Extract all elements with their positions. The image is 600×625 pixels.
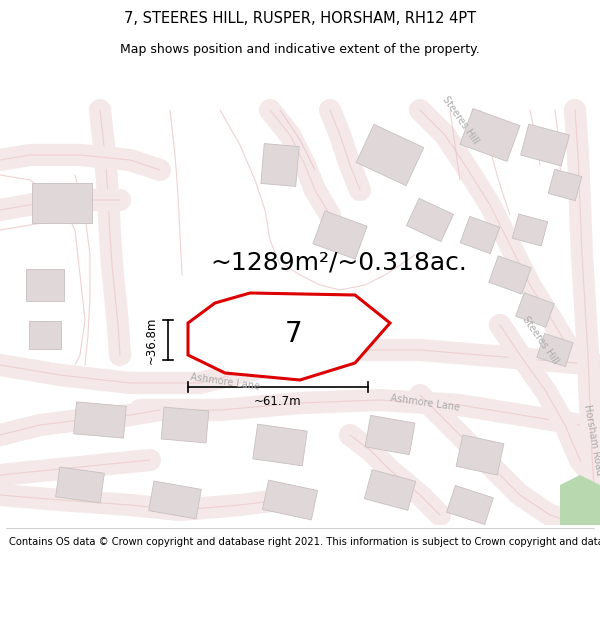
Polygon shape [26, 269, 64, 301]
Polygon shape [537, 334, 573, 366]
Polygon shape [515, 292, 554, 328]
Text: Steeres Hill: Steeres Hill [440, 94, 480, 146]
Polygon shape [188, 293, 390, 380]
Text: ~1289m²/~0.318ac.: ~1289m²/~0.318ac. [210, 251, 467, 275]
Text: Ashmore Lane: Ashmore Lane [390, 393, 461, 413]
Text: ~36.8m: ~36.8m [145, 316, 158, 364]
Polygon shape [521, 124, 569, 166]
Polygon shape [406, 198, 454, 242]
Text: Horsham Road: Horsham Road [582, 404, 600, 476]
Text: 7, STEERES HILL, RUSPER, HORSHAM, RH12 4PT: 7, STEERES HILL, RUSPER, HORSHAM, RH12 4… [124, 11, 476, 26]
Polygon shape [272, 296, 317, 334]
Polygon shape [460, 216, 500, 254]
Text: Contains OS data © Crown copyright and database right 2021. This information is : Contains OS data © Crown copyright and d… [9, 537, 600, 547]
Polygon shape [149, 481, 201, 519]
Polygon shape [489, 256, 531, 294]
Polygon shape [456, 435, 504, 475]
Polygon shape [313, 211, 367, 259]
Polygon shape [512, 214, 548, 246]
Polygon shape [161, 407, 209, 443]
Polygon shape [262, 480, 317, 520]
Polygon shape [364, 470, 416, 510]
Polygon shape [548, 169, 582, 201]
Text: Map shows position and indicative extent of the property.: Map shows position and indicative extent… [120, 43, 480, 56]
Text: 7: 7 [285, 320, 303, 348]
Text: Steeres Hill: Steeres Hill [520, 314, 560, 366]
Polygon shape [74, 402, 126, 438]
Text: ~61.7m: ~61.7m [254, 395, 302, 408]
Polygon shape [56, 467, 104, 503]
Polygon shape [365, 416, 415, 454]
Polygon shape [446, 486, 493, 524]
Polygon shape [253, 424, 307, 466]
Polygon shape [460, 109, 520, 161]
Text: Ashmore Lane: Ashmore Lane [190, 372, 261, 392]
Polygon shape [261, 144, 299, 186]
Polygon shape [29, 321, 61, 349]
Polygon shape [356, 124, 424, 186]
Polygon shape [32, 183, 92, 223]
Polygon shape [560, 475, 600, 525]
